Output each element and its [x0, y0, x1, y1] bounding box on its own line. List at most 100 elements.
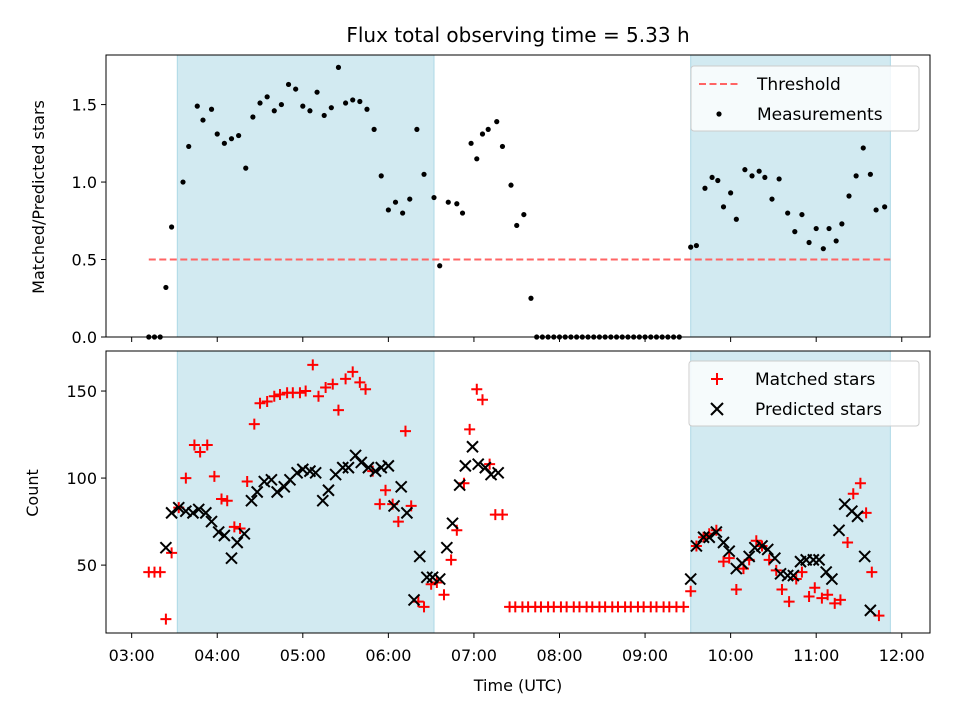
matched-stars-point	[340, 373, 352, 385]
threshold-legend-label: Threshold	[756, 75, 841, 95]
predicted-stars-point	[296, 463, 310, 476]
predicted-stars-point	[238, 527, 251, 540]
measurements-point	[250, 114, 256, 120]
predicted-stars-point	[400, 506, 414, 520]
matched-stars-point	[221, 495, 233, 507]
measurements-point	[792, 229, 798, 235]
measurements-point	[180, 179, 186, 185]
predicted-stars-point	[825, 572, 839, 586]
predicted-stars-point	[787, 569, 800, 582]
matched-stars-point	[180, 472, 192, 484]
measurements-point	[709, 174, 715, 181]
matched-stars-point	[347, 366, 359, 378]
matched-stars-point	[438, 589, 450, 601]
predicted-legend-label: Predicted stars	[755, 400, 882, 420]
axes-frame	[105, 350, 931, 634]
predicted-stars-point	[375, 461, 388, 474]
matched-stars-point	[201, 439, 213, 451]
matched-stars-point	[685, 585, 697, 597]
matched-stars-point	[307, 359, 319, 371]
predicted-stars-point	[394, 480, 408, 493]
measurements-point	[867, 171, 873, 177]
measurements-point	[454, 201, 460, 207]
measurements-point	[833, 238, 839, 244]
measurements-point	[873, 207, 879, 213]
measurements-point	[521, 211, 527, 218]
predicted-stars-point	[774, 567, 787, 581]
predicted-stars-point	[690, 539, 703, 553]
x-tick-label: 07:00	[451, 646, 497, 665]
predicted-stars-point	[703, 531, 716, 544]
predicted-stars-point	[710, 525, 723, 539]
measurements-point	[688, 244, 694, 250]
measurements-point	[820, 246, 826, 252]
predicted-stars-point	[179, 504, 193, 518]
matched-stars-point	[300, 385, 312, 397]
x-tick-label: 10:00	[708, 646, 754, 665]
predicted-legend-swatch	[710, 402, 724, 416]
measurements-point	[693, 242, 700, 249]
count-legend-box	[688, 360, 920, 427]
matched-stars-point	[445, 554, 457, 566]
predicted-stars-point	[172, 501, 185, 514]
matched-stars-point	[816, 592, 828, 604]
measurements-point	[328, 105, 334, 111]
predicted-stars-point	[433, 572, 446, 586]
y-tick-label: 0.0	[72, 328, 97, 347]
measurements-point	[342, 100, 349, 106]
measurements-point	[468, 140, 474, 146]
predicted-stars-point	[446, 517, 459, 530]
matched-stars-point	[809, 582, 821, 594]
x-tick-label: 12:00	[879, 646, 925, 665]
x-tick-label: 11:00	[793, 646, 839, 665]
matched-stars-point	[312, 390, 324, 402]
matched-stars-point	[374, 498, 386, 510]
matched-legend-swatch	[711, 373, 723, 385]
measurements-point	[236, 132, 242, 139]
predicted-stars-point	[864, 604, 877, 617]
y-tick-label: 100	[66, 469, 97, 488]
measurements-point	[214, 131, 220, 137]
chart-title: Flux total observing time = 5.33 h	[346, 23, 689, 47]
predicted-stars-point	[472, 457, 485, 471]
x-tick-label: 05:00	[280, 646, 326, 665]
x-tick-label: 09:00	[622, 646, 668, 665]
matched-stars-point	[241, 476, 253, 488]
measurements-point	[371, 126, 377, 132]
measurements-point	[813, 225, 819, 232]
matched-stars-point	[854, 477, 866, 489]
predicted-stars-point	[218, 529, 231, 542]
predicted-stars-point	[336, 461, 349, 474]
predicted-stars-point	[697, 531, 710, 544]
ratio-legend: Threshold Measurements	[690, 65, 920, 132]
matched-stars-point	[208, 470, 220, 482]
matched-stars-point	[847, 488, 859, 500]
ratio-panel: 0.0 0.5 1.0 1.5 Matched/Predicted stars Thr…	[29, 54, 931, 347]
matched-stars-point	[380, 484, 392, 496]
measurements-point	[243, 165, 249, 171]
measurements-point	[228, 136, 235, 142]
measurements-point	[762, 174, 768, 181]
measurements-point	[459, 210, 466, 216]
measurements-point	[414, 126, 420, 132]
measurements-point	[163, 284, 169, 291]
predicted-stars-point	[420, 571, 434, 584]
y-tick-label: 1.5	[72, 96, 97, 115]
ratio-y-axis-label: Matched/Predicted stars	[29, 100, 48, 294]
measurements-point	[806, 239, 812, 246]
matched-stars-point	[834, 594, 846, 606]
measurements-point	[378, 173, 384, 179]
measurements-point	[285, 81, 292, 88]
predicted-stars-point	[159, 541, 173, 554]
predicted-stars-point	[413, 550, 426, 563]
measurements-point	[407, 196, 413, 202]
measurements-point	[264, 94, 270, 100]
measurements-point	[799, 211, 805, 218]
x-axis-label: Time (UTC)	[473, 676, 562, 695]
predicted-stars-point	[230, 536, 244, 549]
measurements-point	[499, 143, 506, 150]
matched-stars-point	[254, 397, 266, 409]
matched-stars-point	[822, 589, 834, 601]
measurements-point	[769, 196, 775, 202]
